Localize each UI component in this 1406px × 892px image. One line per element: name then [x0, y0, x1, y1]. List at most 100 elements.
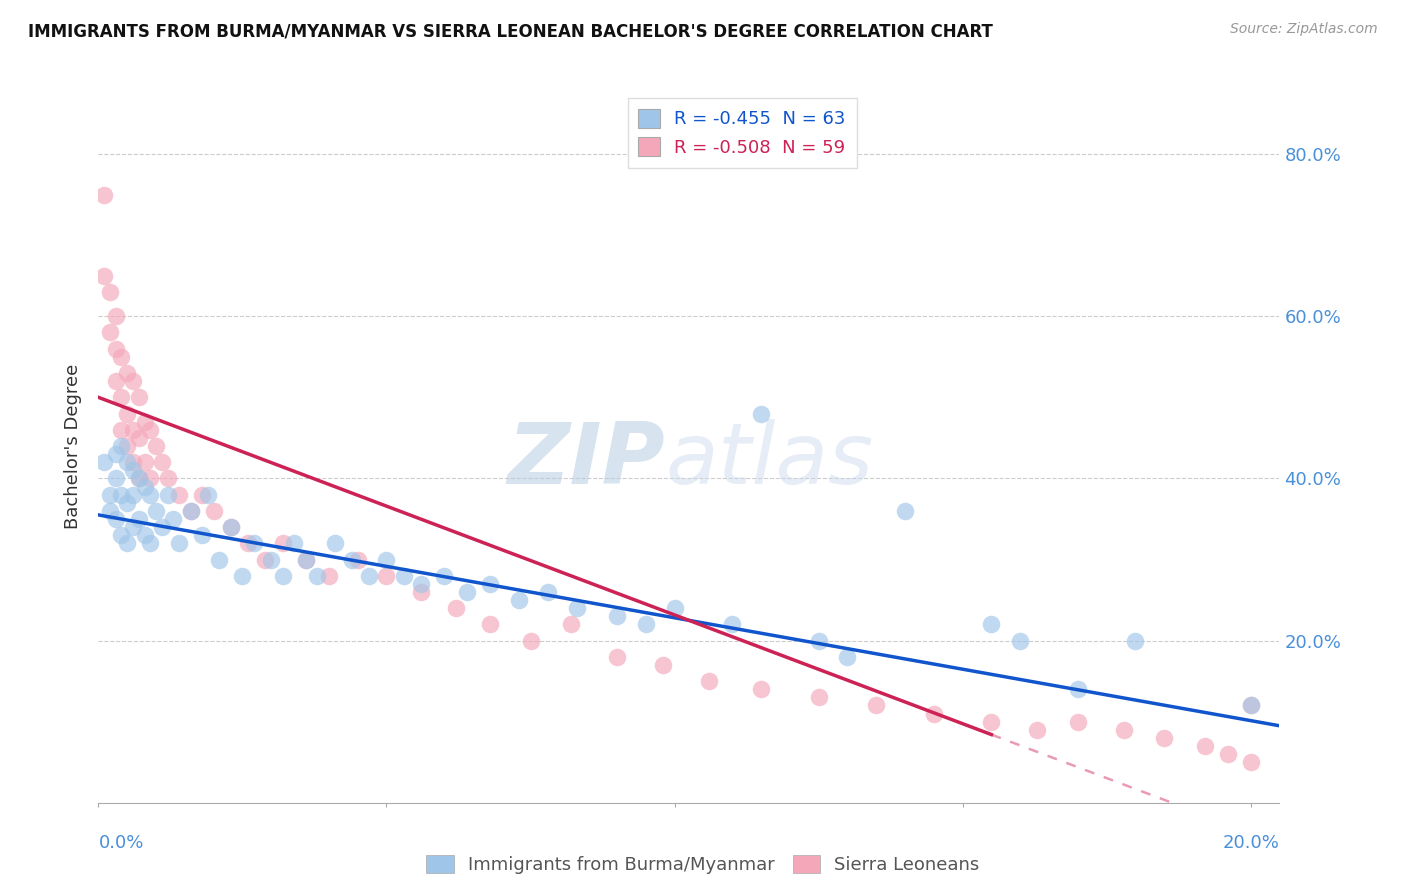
Point — [180, 504, 202, 518]
Point — [307, 568, 329, 582]
Point — [894, 504, 917, 518]
Point — [652, 657, 675, 672]
Point — [122, 423, 145, 437]
Point — [1240, 698, 1263, 713]
Point — [167, 488, 190, 502]
Point — [980, 617, 1002, 632]
Point — [433, 568, 456, 582]
Point — [115, 536, 138, 550]
Point — [721, 617, 744, 632]
Point — [807, 633, 830, 648]
Point — [93, 187, 115, 202]
Legend: Immigrants from Burma/Myanmar, Sierra Leoneans: Immigrants from Burma/Myanmar, Sierra Le… — [419, 847, 987, 881]
Point — [409, 585, 432, 599]
Point — [156, 488, 179, 502]
Point — [865, 698, 887, 713]
Point — [340, 552, 363, 566]
Point — [1125, 633, 1147, 648]
Point — [134, 528, 156, 542]
Point — [110, 423, 132, 437]
Point — [104, 374, 127, 388]
Point — [560, 617, 582, 632]
Point — [110, 350, 132, 364]
Point — [606, 609, 628, 624]
Point — [139, 423, 162, 437]
Point — [508, 593, 530, 607]
Point — [807, 690, 830, 705]
Point — [519, 633, 541, 648]
Point — [271, 536, 294, 550]
Point — [93, 455, 115, 469]
Point — [1240, 698, 1263, 713]
Point — [110, 439, 132, 453]
Point — [115, 439, 138, 453]
Point — [115, 455, 138, 469]
Point — [104, 342, 127, 356]
Point — [238, 536, 260, 550]
Point — [346, 552, 368, 566]
Point — [359, 568, 381, 582]
Point — [1153, 731, 1175, 745]
Point — [104, 512, 127, 526]
Point — [1216, 747, 1239, 761]
Point — [128, 471, 150, 485]
Point — [1067, 714, 1090, 729]
Point — [219, 520, 242, 534]
Point — [115, 407, 138, 421]
Point — [145, 504, 167, 518]
Text: Source: ZipAtlas.com: Source: ZipAtlas.com — [1230, 22, 1378, 37]
Text: atlas: atlas — [665, 418, 873, 502]
Point — [271, 568, 294, 582]
Point — [295, 552, 318, 566]
Point — [110, 528, 132, 542]
Point — [167, 536, 190, 550]
Point — [202, 504, 225, 518]
Point — [837, 649, 859, 664]
Point — [283, 536, 305, 550]
Point — [749, 407, 772, 421]
Point — [323, 536, 346, 550]
Point — [922, 706, 945, 721]
Point — [145, 439, 167, 453]
Point — [104, 447, 127, 461]
Text: 20.0%: 20.0% — [1223, 834, 1279, 852]
Point — [409, 577, 432, 591]
Point — [664, 601, 686, 615]
Point — [122, 463, 145, 477]
Point — [150, 455, 173, 469]
Point — [115, 496, 138, 510]
Point — [139, 471, 162, 485]
Point — [139, 536, 162, 550]
Point — [980, 714, 1002, 729]
Point — [191, 528, 214, 542]
Point — [93, 268, 115, 283]
Point — [697, 674, 720, 689]
Point — [134, 415, 156, 429]
Point — [231, 568, 253, 582]
Point — [128, 512, 150, 526]
Point — [122, 374, 145, 388]
Point — [139, 488, 162, 502]
Point — [634, 617, 657, 632]
Point — [150, 520, 173, 534]
Point — [606, 649, 628, 664]
Point — [1026, 723, 1049, 737]
Point — [180, 504, 202, 518]
Point — [243, 536, 266, 550]
Point — [134, 479, 156, 493]
Point — [479, 577, 502, 591]
Point — [128, 390, 150, 404]
Point — [1010, 633, 1032, 648]
Point — [98, 326, 121, 340]
Point — [537, 585, 560, 599]
Point — [479, 617, 502, 632]
Point — [444, 601, 467, 615]
Point — [110, 488, 132, 502]
Point — [104, 310, 127, 324]
Point — [375, 552, 398, 566]
Point — [122, 488, 145, 502]
Text: IMMIGRANTS FROM BURMA/MYANMAR VS SIERRA LEONEAN BACHELOR'S DEGREE CORRELATION CH: IMMIGRANTS FROM BURMA/MYANMAR VS SIERRA … — [28, 22, 993, 40]
Point — [197, 488, 219, 502]
Point — [260, 552, 283, 566]
Point — [128, 431, 150, 445]
